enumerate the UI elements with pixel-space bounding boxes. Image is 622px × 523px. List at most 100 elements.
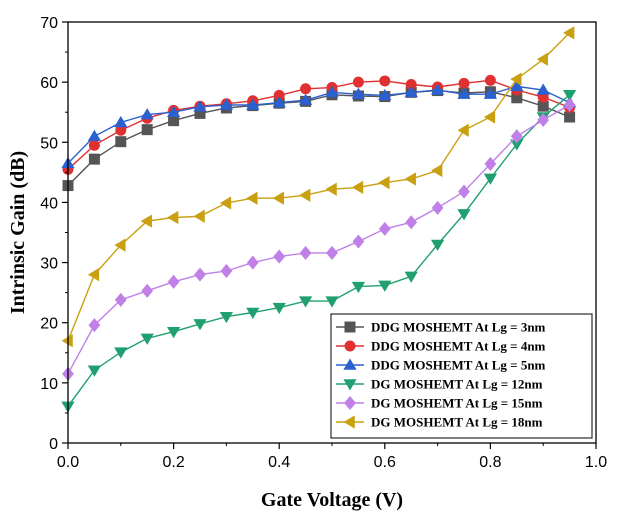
data-point (193, 319, 207, 331)
data-point (510, 129, 523, 144)
data-point (272, 191, 284, 205)
data-point (325, 296, 339, 308)
axes: 0.0 0.2 0.4 0.6 0.8 1.0 0 10 20 30 40 50 60 70 (40, 15, 607, 471)
data-point (536, 52, 548, 66)
x-tick-label: 1.0 (585, 454, 607, 471)
y-tick-label: 30 (40, 256, 58, 273)
data-point (457, 87, 471, 99)
data-point (351, 180, 364, 195)
data-point (562, 90, 577, 102)
legend-marker (343, 379, 357, 391)
y-tick-label: 0 (49, 436, 58, 453)
data-point (352, 234, 365, 249)
legend-marker (344, 340, 356, 352)
data-point (300, 83, 312, 95)
data-point (378, 175, 390, 190)
data-point (483, 173, 498, 185)
y-tick-label: 20 (40, 316, 58, 333)
data-point (87, 365, 102, 377)
series-line-3 (67, 85, 570, 164)
legend-entry: DG MOSHEMT At Lg = 18nm (371, 415, 543, 430)
data-point (114, 115, 128, 128)
plot-area (61, 26, 577, 413)
data-point (325, 182, 337, 196)
x-tick-label: 0.8 (479, 454, 501, 471)
data-point (140, 333, 154, 345)
legend-marker (343, 415, 355, 429)
data-point (166, 105, 181, 117)
data-point (140, 108, 154, 120)
data-point (87, 129, 102, 142)
x-tick-label: 0.2 (162, 454, 184, 471)
data-point (484, 156, 497, 171)
y-tick-label: 40 (40, 195, 58, 212)
data-point (378, 88, 392, 101)
data-point (219, 311, 234, 324)
x-tick-label: 0.4 (268, 454, 290, 471)
data-point (483, 87, 498, 99)
data-point (510, 79, 524, 92)
legend-marker (344, 395, 356, 411)
data-point (246, 98, 260, 110)
legend-entry: DDG MOSHEMT At Lg = 3nm (371, 320, 546, 335)
y-tick-label: 60 (40, 75, 58, 92)
data-point (194, 267, 206, 282)
data-point (272, 302, 286, 315)
legend-entry: DDG MOSHEMT At Lg = 4nm (371, 339, 546, 354)
data-point (431, 163, 443, 178)
data-point (431, 200, 444, 215)
legend: DDG MOSHEMT At Lg = 3nm DDG MOSHEMT At Lg… (330, 313, 593, 439)
data-point (537, 100, 549, 112)
data-point (458, 77, 470, 89)
data-point (219, 98, 234, 110)
data-point (88, 139, 100, 151)
data-point (219, 196, 232, 210)
data-point (564, 111, 576, 123)
data-point (536, 83, 550, 95)
data-point (484, 74, 496, 86)
data-point (351, 281, 366, 294)
data-point (378, 221, 391, 236)
data-point (273, 249, 286, 264)
data-point (299, 188, 311, 202)
data-point (167, 210, 179, 225)
data-point (166, 326, 181, 339)
data-point (405, 215, 418, 230)
legend-marker (343, 358, 357, 370)
data-point (326, 245, 338, 260)
legend-marker (344, 321, 356, 333)
data-point (325, 85, 339, 98)
data-point (114, 238, 126, 252)
data-point (458, 184, 470, 199)
data-point (404, 271, 418, 283)
x-tick-label: 0.0 (57, 454, 79, 471)
data-point (457, 209, 471, 221)
data-point (483, 110, 496, 124)
y-tick-label: 10 (40, 376, 58, 393)
data-point (457, 123, 469, 137)
data-point (141, 283, 154, 298)
series-line-1 (67, 89, 570, 187)
data-point (379, 75, 391, 87)
data-point (537, 113, 550, 128)
data-point (115, 136, 127, 148)
y-tick-label: 50 (40, 135, 58, 152)
data-point (510, 72, 522, 86)
data-point (246, 307, 260, 319)
x-tick-label: 0.6 (374, 454, 396, 471)
data-point (299, 245, 312, 260)
data-point (193, 100, 207, 112)
legend-entry: DG MOSHEMT At Lg = 15nm (371, 396, 543, 411)
data-point (272, 96, 286, 108)
y-tick-label: 70 (40, 15, 58, 32)
data-point (404, 172, 416, 186)
data-point (430, 239, 445, 252)
x-axis-title: Gate Voltage (V) (261, 489, 403, 511)
data-point (298, 296, 313, 308)
data-point (114, 347, 128, 359)
data-point (246, 255, 259, 270)
data-point (87, 267, 100, 282)
data-point (563, 26, 575, 40)
data-point (88, 318, 101, 333)
